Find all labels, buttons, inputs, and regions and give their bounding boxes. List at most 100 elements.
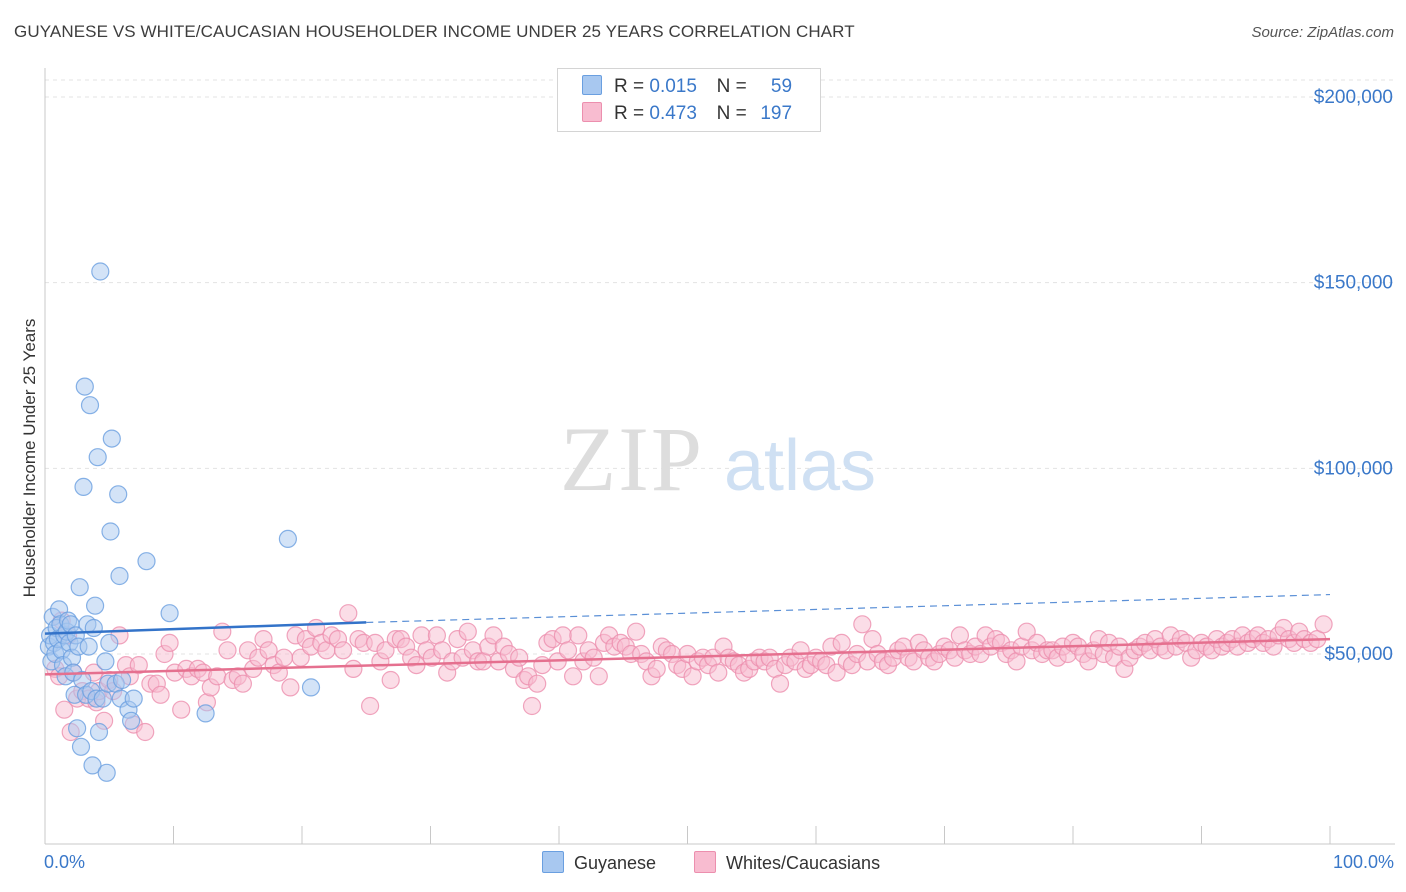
data-point <box>569 626 588 645</box>
legend-n-label: N = <box>716 76 747 97</box>
stats-legend: R = 0.015 N = 59 R = 0.473 N = 197 <box>557 68 821 132</box>
data-point <box>70 578 89 597</box>
data-point <box>709 663 728 682</box>
data-point <box>563 667 583 686</box>
data-point <box>233 674 252 693</box>
legend-r-value-whites: 0.473 <box>649 103 697 124</box>
legend-r-value-guyanese: 0.015 <box>649 76 697 97</box>
data-point <box>55 700 74 719</box>
legend-n-label: N = <box>716 103 747 124</box>
source-label: Source: ZipAtlas.com <box>1251 24 1394 41</box>
trend-line-guyanese <box>44 621 367 635</box>
data-point <box>84 618 103 638</box>
data-point <box>71 737 91 756</box>
bottom-legend-swatch-whites <box>694 851 716 873</box>
data-point <box>376 641 395 660</box>
data-point <box>528 674 547 693</box>
data-point <box>88 448 107 467</box>
data-point <box>381 670 400 690</box>
bottom-legend-whites: Whites/Caucasians <box>694 851 880 874</box>
data-point <box>301 678 321 697</box>
data-point <box>160 633 179 653</box>
data-point <box>85 596 105 615</box>
data-point <box>213 622 232 641</box>
legend-swatch-guyanese <box>582 75 602 95</box>
data-point <box>74 477 93 496</box>
data-point <box>79 637 98 656</box>
series-guyanese <box>39 262 321 782</box>
data-point <box>827 663 846 682</box>
legend-row-guyanese: R = 0.015 N = 59 <box>582 75 792 99</box>
data-point <box>137 552 156 571</box>
data-point <box>770 674 790 693</box>
data-point <box>832 633 851 653</box>
data-point <box>1017 622 1036 641</box>
data-point <box>91 262 110 281</box>
bottom-legend-guyanese: Guyanese <box>542 851 656 874</box>
gridlines <box>45 79 1395 655</box>
x-tick-label-max: 100.0% <box>1332 852 1394 872</box>
data-point <box>584 648 603 667</box>
data-point <box>129 655 148 675</box>
data-point <box>75 377 94 396</box>
data-point <box>339 604 358 623</box>
watermark: ZIP atlas <box>560 408 876 510</box>
axes <box>44 68 1395 845</box>
watermark-atlas: atlas <box>724 426 876 506</box>
data-point <box>558 641 578 660</box>
data-point <box>160 604 179 623</box>
data-point <box>274 648 294 667</box>
data-point <box>361 696 380 716</box>
data-point <box>102 429 121 448</box>
legend-swatch-whites <box>582 102 602 122</box>
legend-n-value-whites: 197 <box>760 103 793 124</box>
data-point <box>196 704 215 723</box>
data-point <box>101 522 120 541</box>
data-point <box>522 696 542 716</box>
y-tick-labels: $200,000 $150,000 $100,000 $50,000 <box>1314 87 1393 665</box>
data-point <box>80 396 100 415</box>
data-point <box>344 659 363 679</box>
bottom-legend-swatch-guyanese <box>542 851 564 873</box>
data-point <box>124 689 143 708</box>
data-point <box>791 641 810 660</box>
data-point <box>589 667 608 686</box>
data-point <box>281 678 300 697</box>
data-point <box>110 566 129 586</box>
data-point <box>853 615 872 634</box>
watermark-zip: ZIP <box>560 408 704 510</box>
legend-r-label: R = <box>614 103 645 124</box>
data-point <box>122 711 141 730</box>
data-point <box>278 529 297 549</box>
trend-lines <box>44 593 1331 676</box>
data-point <box>218 641 237 660</box>
data-point <box>484 626 503 645</box>
trend-line-whites <box>44 637 1331 676</box>
data-point <box>151 685 170 704</box>
legend-row-whites: R = 0.473 N = 197 <box>582 102 792 126</box>
data-point <box>89 722 109 742</box>
y-tick-label: $150,000 <box>1314 273 1393 294</box>
bottom-legend-label-whites: Whites/Caucasians <box>726 853 881 873</box>
trend-line-guyanese-extrapolated <box>366 593 1331 624</box>
x-tick-label-min: 0.0% <box>44 852 86 872</box>
y-tick-label: $50,000 <box>1324 644 1393 665</box>
data-point <box>112 670 132 690</box>
chart-title: GUYANESE VS WHITE/CAUCASIAN HOUSEHOLDER … <box>14 22 855 41</box>
data-point <box>647 659 666 679</box>
data-point <box>109 485 128 504</box>
bottom-legend-label-guyanese: Guyanese <box>574 853 657 873</box>
data-point <box>100 633 119 653</box>
data-point <box>334 641 353 660</box>
data-point <box>136 722 155 742</box>
legend-r-label: R = <box>614 76 645 97</box>
data-point <box>83 756 102 775</box>
data-point <box>510 648 529 667</box>
data-point <box>1314 615 1333 634</box>
series-whites-caucasians <box>46 604 1333 742</box>
data-point <box>533 655 552 675</box>
y-axis-label: Householder Income Under 25 Years <box>20 318 39 598</box>
data-point <box>172 700 191 719</box>
data-point <box>458 622 477 641</box>
